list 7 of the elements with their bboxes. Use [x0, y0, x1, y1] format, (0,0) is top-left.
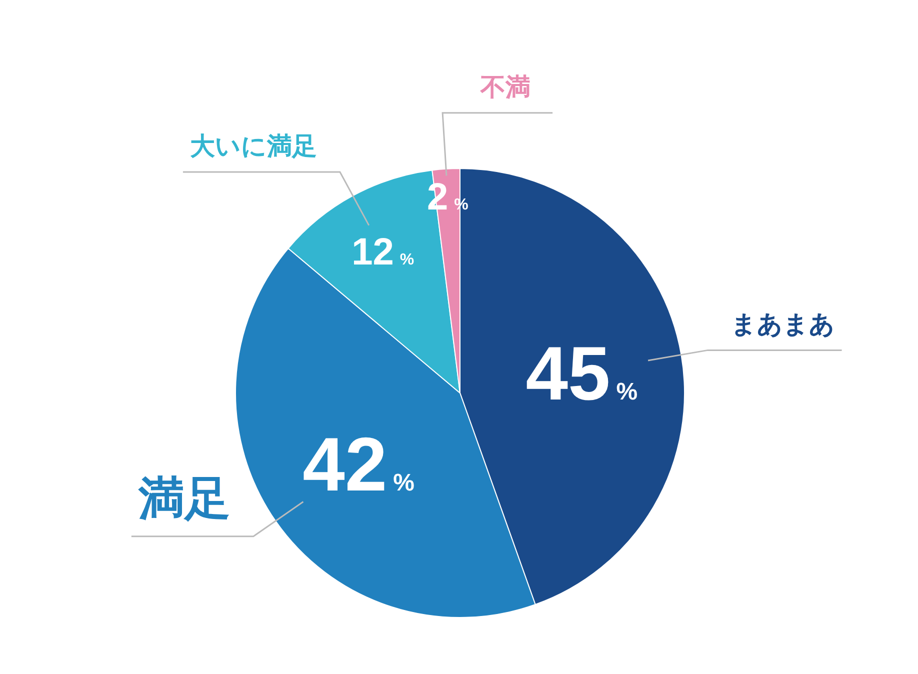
data-label: 42% [302, 422, 414, 508]
data-label: 45% [526, 331, 638, 416]
slice-label: まあまあ [730, 310, 835, 339]
slice-label: 大いに満足 [190, 132, 317, 160]
data-label: 12% [352, 232, 414, 274]
slice-label: 不満 [480, 73, 531, 102]
slice-label: 満足 [137, 472, 230, 524]
